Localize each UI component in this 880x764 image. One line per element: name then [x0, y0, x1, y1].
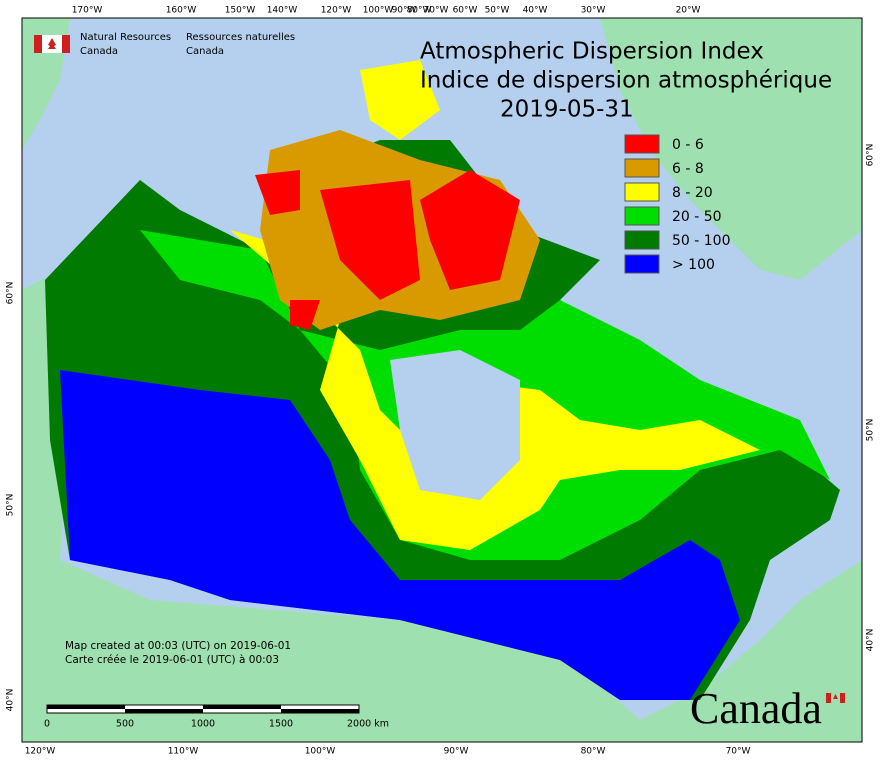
graticule-top: 90°W	[392, 6, 417, 16]
graticule-bottom: 100°W	[305, 747, 336, 757]
flag	[34, 35, 70, 53]
logo-en: Natural Resources	[80, 32, 171, 43]
graticule-right: 50°N	[866, 419, 876, 442]
graticule-top: 160°W	[166, 6, 197, 16]
graticule-top: 20°W	[676, 6, 701, 16]
legend-swatch	[624, 158, 660, 178]
legend-label: 50 - 100	[672, 233, 731, 249]
legend-swatch	[624, 206, 660, 226]
frame	[21, 17, 863, 743]
hudson-bay	[390, 350, 520, 500]
graticule-bottom: 80°W	[581, 747, 606, 757]
title-fr: Indice de dispersion atmosphérique	[420, 68, 832, 94]
flag-leaf	[48, 38, 56, 49]
graticule-top: 150°W	[225, 6, 256, 16]
wm-bar	[826, 693, 831, 703]
usa	[22, 270, 862, 742]
legend-swatch	[624, 134, 660, 154]
ellesmere-yellow	[360, 60, 440, 140]
graticule-right: 40°N	[866, 629, 876, 652]
logo-fr: Ressources naturelles	[186, 32, 295, 43]
graticule-bottom: 70°W	[726, 747, 751, 757]
scale-label: 500	[116, 719, 134, 730]
flag-bar	[34, 35, 42, 53]
graticule-right: 60°N	[866, 144, 876, 167]
legend-swatch	[624, 254, 660, 274]
scale-label: 1500	[269, 719, 293, 730]
scale-seg	[281, 709, 359, 713]
graticule-top: 140°W	[267, 6, 298, 16]
graticule-top: 50°W	[485, 6, 510, 16]
graticule-top: 70°W	[424, 6, 449, 16]
graticule-top: 170°W	[72, 6, 103, 16]
wordmark-flag	[826, 693, 845, 703]
graticule-top: 80°W	[407, 6, 432, 16]
graticule-left: 50°N	[6, 494, 16, 517]
graticule-top: 60°W	[453, 6, 478, 16]
greenland	[600, 18, 862, 280]
credit: Map created at 00:03 (UTC) on 2019-06-01	[65, 640, 291, 652]
graticule-bottom: 90°W	[444, 747, 469, 757]
flag-bar	[62, 35, 70, 53]
graticule-top: 30°W	[581, 6, 606, 16]
legend-swatch	[624, 230, 660, 250]
wordmark: Canada	[690, 684, 822, 733]
graticule-bottom: 110°W	[168, 747, 199, 757]
graticule-bottom: 120°W	[25, 747, 56, 757]
scale-seg	[47, 705, 125, 709]
graticule-top: 120°W	[321, 6, 352, 16]
legend-label: 20 - 50	[672, 209, 722, 225]
title-en: Atmospheric Dispersion Index	[420, 39, 764, 65]
scale-seg	[203, 705, 281, 709]
scale-seg	[125, 709, 203, 713]
legend-swatch	[624, 182, 660, 202]
wm-leaf	[833, 694, 838, 699]
legend-label: 8 - 20	[672, 185, 713, 201]
logo-fr: Canada	[186, 46, 224, 57]
credit: Carte créée le 2019-06-01 (UTC) à 00:03	[65, 654, 279, 666]
scale-label: 1000	[191, 719, 215, 730]
scale-label: 0	[44, 719, 50, 730]
legend-label: 0 - 6	[672, 137, 704, 153]
canada-red	[255, 170, 520, 330]
date: 2019-05-31	[500, 97, 634, 123]
graticule-left: 40°N	[6, 689, 16, 712]
graticule-left: 60°N	[6, 282, 16, 305]
scale-bar	[46, 704, 360, 714]
logo-en: Canada	[80, 46, 118, 57]
legend-label: 6 - 8	[672, 161, 704, 177]
canada-blue	[60, 370, 740, 700]
graticule-top: 100°W	[363, 6, 394, 16]
graticule-top: 40°W	[523, 6, 548, 16]
legend-label: > 100	[672, 257, 715, 273]
wm-bar	[840, 693, 845, 703]
scale-label: 2000 km	[347, 719, 389, 730]
